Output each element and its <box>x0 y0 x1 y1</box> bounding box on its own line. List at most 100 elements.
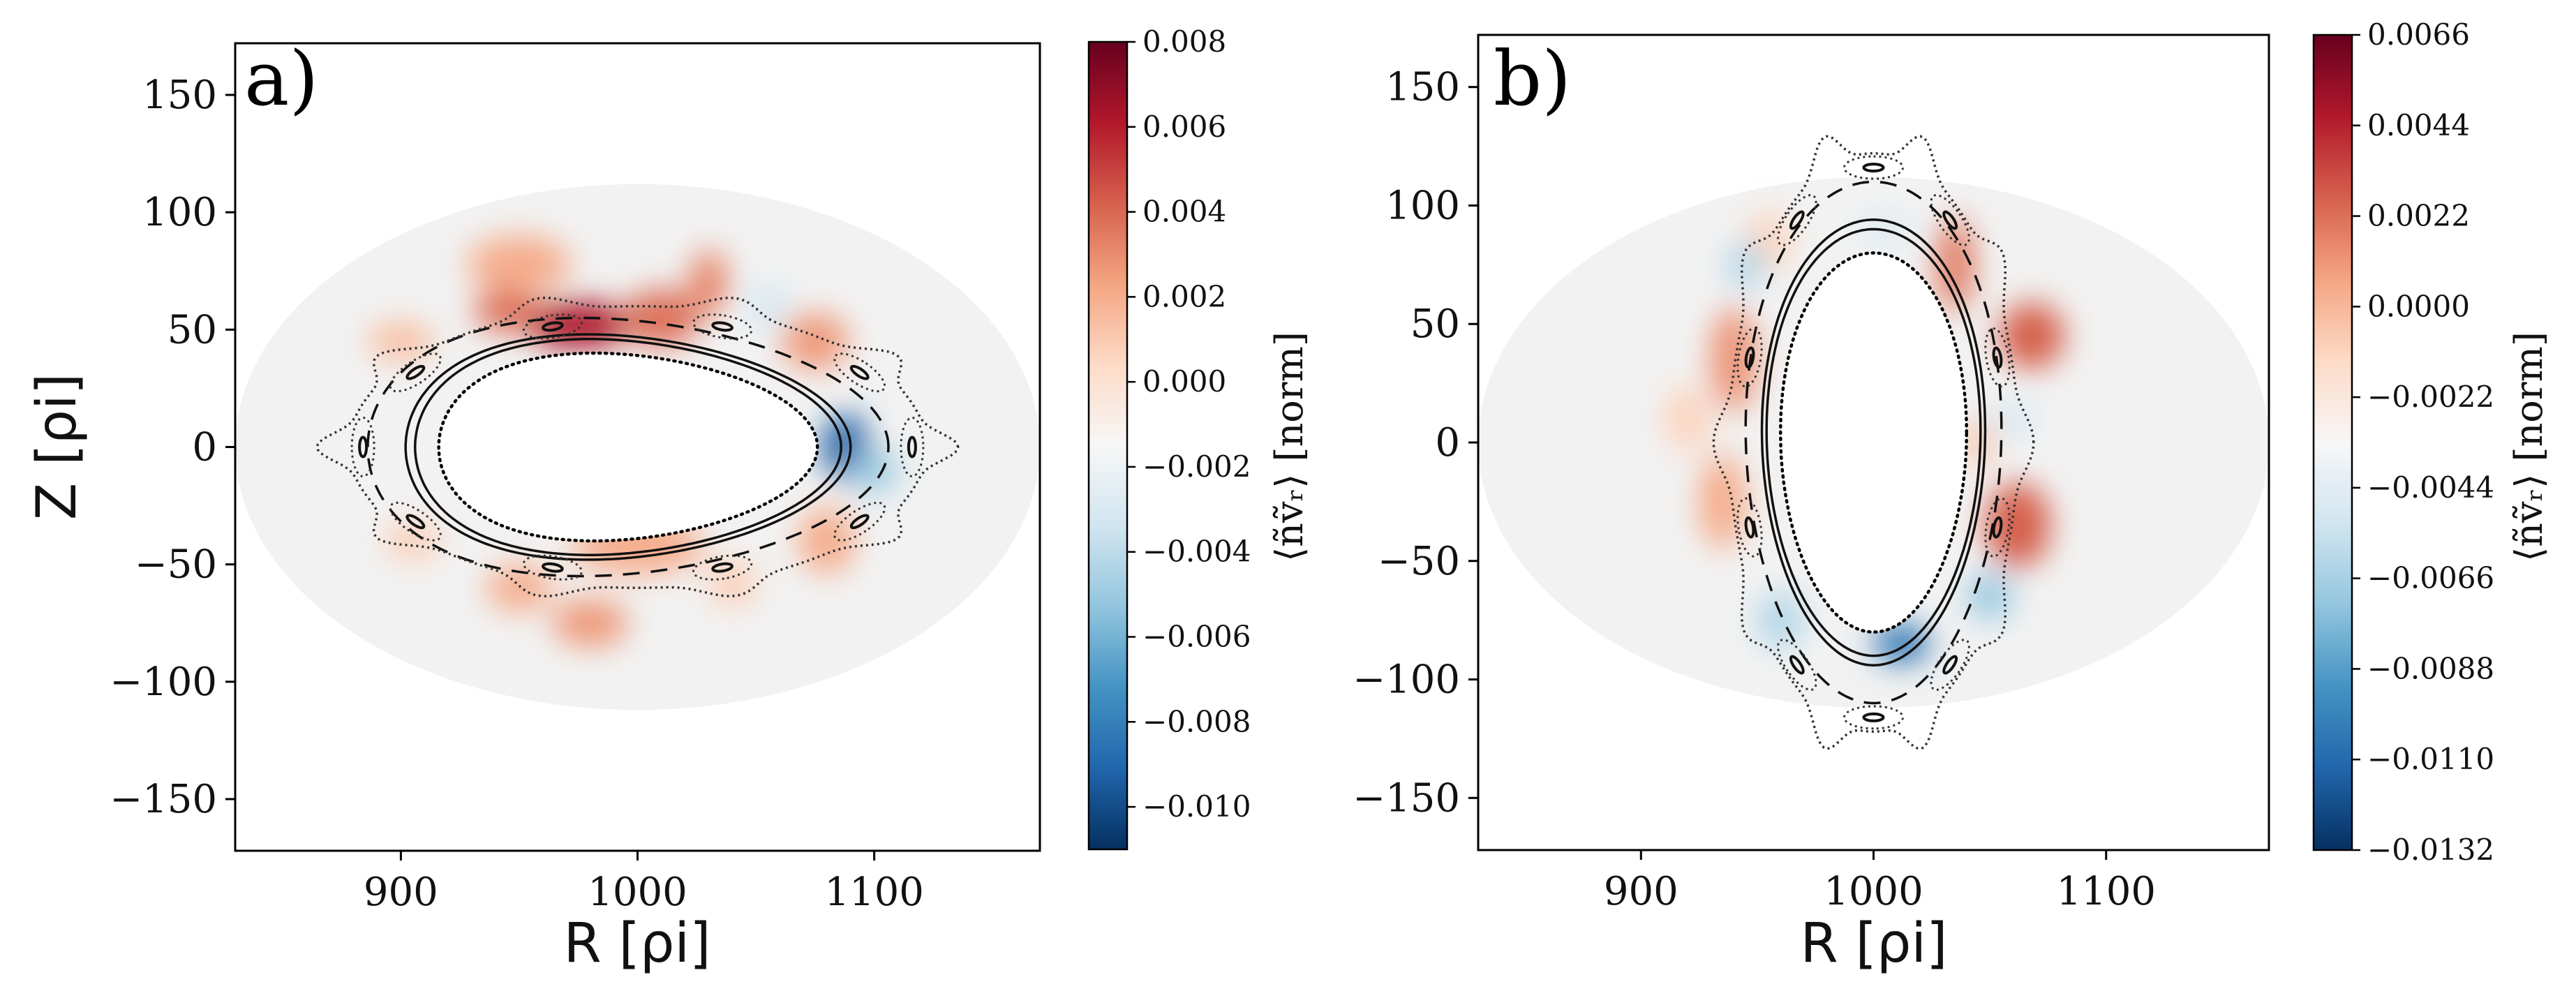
flux-blob <box>798 507 856 574</box>
y-tick-label: −50 <box>135 542 217 588</box>
x-axis-label: R [ρi] <box>563 912 710 975</box>
colorbar-tick-label: 0.008 <box>1142 24 1226 59</box>
inner-core-region <box>437 351 819 543</box>
magnetic-island <box>833 352 886 393</box>
colorbar-tick-label: −0.004 <box>1142 535 1251 569</box>
flux-blob <box>1727 241 1764 289</box>
x-tick-label: 1100 <box>2056 869 2156 914</box>
magnetic-island <box>1984 497 2011 558</box>
magnetic-island <box>350 417 375 477</box>
magnetic-island <box>389 501 442 542</box>
x-tick-label: 900 <box>364 870 438 915</box>
colorbar-tick-label: −0.002 <box>1142 449 1251 484</box>
colorbar-label: ⟨ñṽᵣ⟩ [norm] <box>2507 332 2551 562</box>
y-tick-label: 0 <box>1435 420 1460 466</box>
flux-blob <box>748 283 787 330</box>
flux-blob <box>1699 454 1746 549</box>
colorbar-tick-label: −0.008 <box>1142 704 1251 738</box>
colorbar-tick-label: −0.006 <box>1142 620 1251 654</box>
colorbar-gradient <box>2312 34 2353 851</box>
colorbar-tick-label: 0.006 <box>1142 110 1226 144</box>
flux-blob <box>467 235 572 292</box>
flux-blob <box>474 290 541 332</box>
panel-label: a) <box>244 36 319 123</box>
magnetic-island <box>692 554 753 581</box>
x-tick-label: 1000 <box>588 870 687 915</box>
flux-blob <box>782 313 849 370</box>
flux-blob <box>690 249 728 316</box>
panel-b: 900 1000 1100 150 100 50 0 −50 −100 −150 b) R [ρ… <box>1353 17 2551 975</box>
magnetic-island <box>1843 155 1904 180</box>
separatrix-contours <box>315 297 960 597</box>
separatrix-outer <box>1712 135 2035 750</box>
flux-blob <box>552 600 628 647</box>
y-tick-label: 150 <box>142 73 217 118</box>
flux-blob <box>1757 591 1804 649</box>
inner-core-region <box>1778 251 1969 634</box>
colorbar-tick-label: 0.002 <box>1142 279 1226 313</box>
flux-blob <box>1999 302 2064 369</box>
flux-blob <box>384 522 442 560</box>
x-axis-ticks: 900 1000 1100 <box>364 851 924 915</box>
colorbar-tick-label: −0.0132 <box>2367 833 2494 867</box>
colorbar-gradient <box>1087 40 1129 851</box>
y-axis-ticks: 150 100 50 0 −50 −100 −150 <box>110 73 235 822</box>
flux-surface-solid <box>404 333 852 561</box>
flux-blob <box>1964 419 1993 466</box>
flux-surface-dashed <box>1744 180 2003 705</box>
y-tick-label: 0 <box>192 425 217 470</box>
magnetic-island <box>1930 194 1970 246</box>
flux-blob <box>1990 399 2037 438</box>
colorbar-b: 0.0066 0.0044 0.0022 0.0000 −0.0022 −0.0044 −0… <box>2312 17 2551 867</box>
colorbar-tick-label: −0.010 <box>1142 789 1251 824</box>
colorbar-tick-label: 0.004 <box>1142 195 1226 229</box>
colorbar-tick-label: 0.0044 <box>2367 108 2470 142</box>
colorbar-tick-label: 0.0000 <box>2367 289 2470 323</box>
y-axis-label: Z [ρi] <box>26 373 89 520</box>
magnetic-island <box>522 313 583 340</box>
y-tick-label: 50 <box>167 307 217 352</box>
flux-blob <box>1664 385 1711 452</box>
y-tick-label: 100 <box>1385 183 1460 228</box>
magnetic-island <box>1777 639 1817 691</box>
y-tick-label: 50 <box>1410 302 1460 347</box>
turbulent-flux-field <box>367 235 898 647</box>
x-axis-label: R [ρi] <box>1800 912 1947 975</box>
x-tick-label: 900 <box>1604 869 1678 914</box>
x-tick-label: 1100 <box>824 870 924 915</box>
y-axis-ticks: 150 100 50 0 −50 −100 −150 <box>1353 65 1478 821</box>
x-axis-ticks: 900 1000 1100 <box>1604 850 2156 914</box>
y-tick-label: −150 <box>110 777 217 822</box>
colorbar-tick-label: −0.0088 <box>2367 651 2494 685</box>
colorbar-a: 0.008 0.006 0.004 0.002 0.000 −0.002 −0.004 −0.… <box>1087 24 1311 851</box>
flux-blob <box>367 322 434 361</box>
flux-surface-solid <box>1765 228 1982 657</box>
flux-blob <box>486 564 553 611</box>
colorbar-tick-label: 0.0066 <box>2367 17 2470 52</box>
flux-surface-solid <box>413 338 842 556</box>
separatrix-outer <box>315 297 960 597</box>
y-tick-label: −100 <box>110 660 217 705</box>
flux-surface-solid <box>1760 218 1987 667</box>
colorbar-tick-label: 0.000 <box>1142 364 1226 399</box>
flux-blob <box>1985 482 2050 568</box>
flux-blob <box>623 290 699 346</box>
colorbar-label: ⟨ñṽᵣ⟩ [norm] <box>1267 332 1311 562</box>
magnetic-island <box>900 417 925 477</box>
y-tick-label: −50 <box>1378 539 1460 584</box>
colorbar-tick-label: −0.0110 <box>2367 742 2494 776</box>
flux-blob <box>850 447 898 494</box>
colorbar-tick-label: −0.0066 <box>2367 561 2494 595</box>
y-tick-label: −100 <box>1353 657 1460 703</box>
flux-blob <box>1966 572 2013 620</box>
flux-blob <box>1936 217 1974 313</box>
colorbar-tick-label: −0.0022 <box>2367 380 2494 414</box>
colorbar-tick-label: −0.0044 <box>2367 470 2494 505</box>
y-tick-label: −150 <box>1353 775 1460 821</box>
y-tick-label: 100 <box>142 190 217 235</box>
panel-label: b) <box>1494 36 1571 123</box>
magnetic-island <box>1843 705 1904 730</box>
x-tick-label: 1000 <box>1824 869 1923 914</box>
panel-a: 900 1000 1100 150 100 50 0 −50 −100 −150 a) R [ρ… <box>26 24 1311 975</box>
